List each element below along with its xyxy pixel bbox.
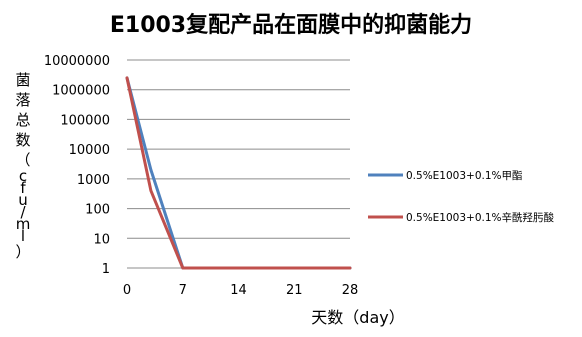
y-axis-label-char: （ [15,151,30,169]
legend-label-2: 0.5%E1003+0.1%辛酰羟肟酸 [406,211,555,224]
series-line-1 [125,76,352,270]
y-tick-label: 10000000 [44,54,110,69]
y-axis-label-char: 总 [15,111,30,129]
y-tick-label: 100 [85,203,110,218]
y-tick-label: 10000 [69,143,110,158]
series-lines [125,76,352,270]
legend: 0.5%E1003+0.1%甲酯 0.5%E1003+0.1%辛酰羟肟酸 [368,170,555,224]
y-axis-label-char: u [18,191,28,209]
y-tick-label: 100000 [60,113,110,128]
x-tick-label: 21 [286,283,303,298]
y-tick-label: 1 [102,262,110,277]
x-tick-label: 0 [123,283,131,298]
y-axis-label-char: 菌 [15,71,30,89]
y-tick-label: 10 [93,232,110,247]
legend-label-1: 0.5%E1003+0.1%甲酯 [406,170,523,182]
chart-title: E1003复配产品在面膜中的抑菌能力 [110,12,472,38]
y-axis-label-char: f [20,179,26,197]
y-axis-label-char: c [19,167,27,185]
x-axis-label: 天数（day） [311,308,404,327]
y-axis-label-char: l [21,227,25,245]
x-tick-label: 28 [342,283,359,298]
y-axis-label-char: m [16,215,31,233]
y-axis-label: 菌落总数 （ c f u / m l） [15,71,30,261]
y-axis-label-char: ） [15,243,30,261]
y-axis-label-char: / [20,203,26,221]
y-tick-labels: 1 10 100 1000 10000 100000 1000000 10000000 [44,54,110,277]
series-line-2 [125,76,352,270]
x-tick-label: 7 [179,283,187,298]
y-axis-label-char: 落 [15,91,30,109]
y-tick-label: 1000 [77,173,110,188]
x-tick-labels: 0 7 14 21 28 [123,283,358,298]
y-axis-label-char: 数 [15,131,30,149]
y-tick-label: 1000000 [52,84,110,99]
x-tick-label: 14 [230,283,247,298]
